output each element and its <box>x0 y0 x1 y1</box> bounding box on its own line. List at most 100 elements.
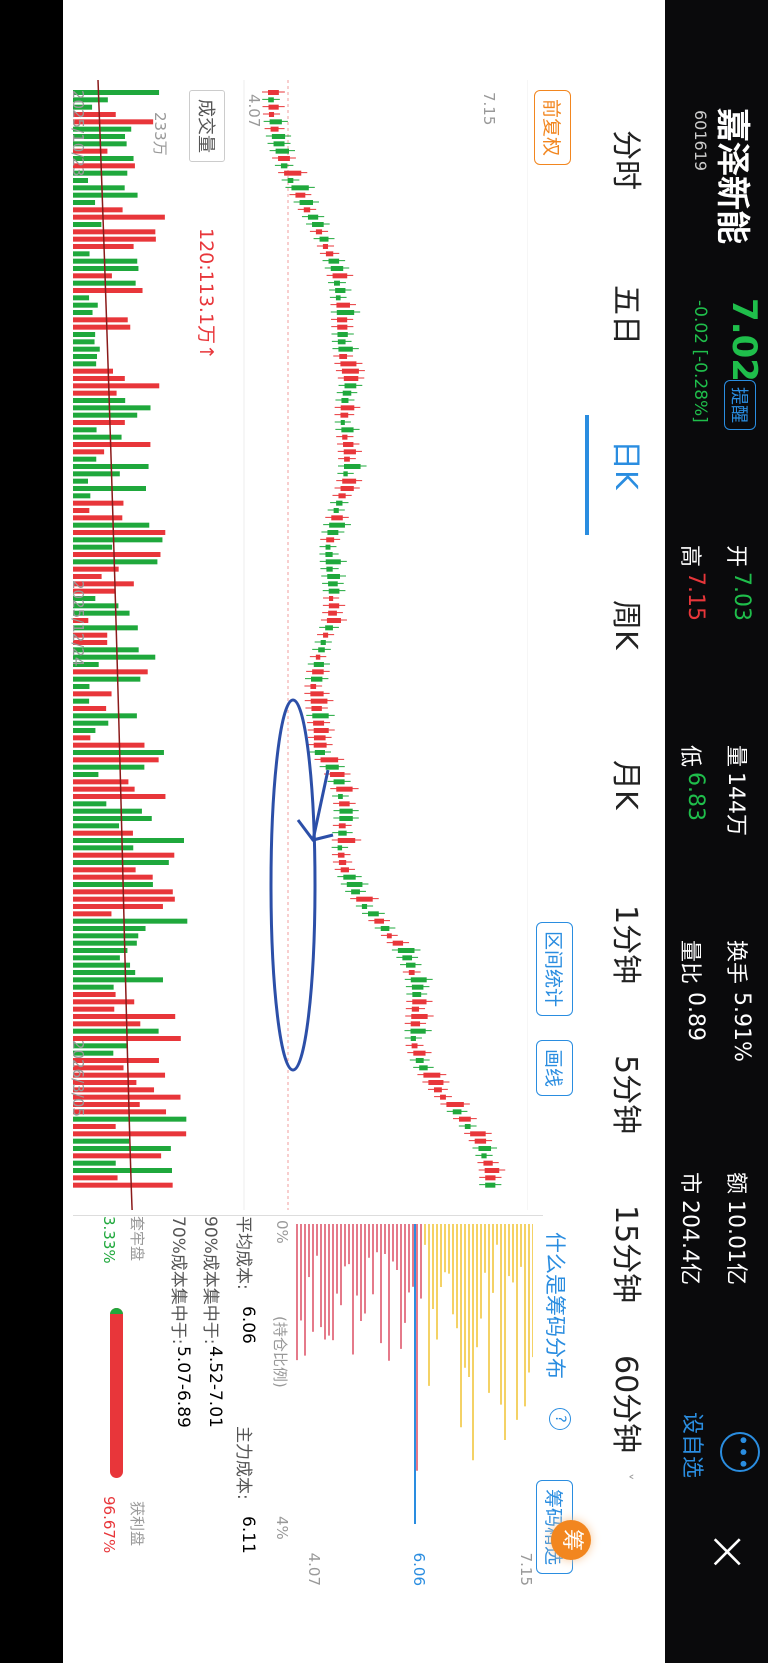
candle-body <box>313 735 326 741</box>
candle-body <box>328 581 338 587</box>
current-price: 7.02 <box>724 298 764 382</box>
candle-body <box>406 962 416 968</box>
volume-bar <box>73 772 99 777</box>
candle-body <box>270 126 279 132</box>
chip-distribution-panel: 7.15 6.06 4.07 0% (持仓比例) 4% 平均成本: 6.06 主… <box>73 1215 543 1586</box>
stat-market-cap-label: 市 <box>677 1172 702 1195</box>
c70-value: 5.07-6.89 <box>173 1346 193 1428</box>
volume-bar <box>73 1072 166 1078</box>
help-icon[interactable]: ? <box>549 1408 571 1430</box>
volume-bar <box>73 867 136 873</box>
candle-body <box>483 1160 493 1166</box>
candle-body <box>328 603 340 609</box>
candle-body <box>325 764 339 770</box>
volume-bar <box>73 434 122 440</box>
stat-market-cap-value: 204.4亿 <box>677 1200 702 1285</box>
c70-label: 70%成本集中于: <box>168 1216 188 1345</box>
candle-body <box>339 808 353 814</box>
candle-body <box>341 398 349 403</box>
candle-body <box>411 1014 428 1019</box>
candle-body <box>343 874 356 880</box>
range-stat-button[interactable]: 区间统计 <box>536 922 573 1017</box>
candle-body <box>481 1153 487 1159</box>
candle-body <box>341 368 359 374</box>
candle-body <box>342 434 348 440</box>
candle-body <box>343 471 348 477</box>
tab-monthly-k[interactable]: 月K <box>608 760 643 810</box>
candle-body <box>310 684 317 689</box>
volume-toggle-button[interactable]: 成交量 <box>189 90 225 162</box>
more-icon[interactable]: ••• <box>720 1432 760 1472</box>
chevron-down-icon[interactable]: ˅ <box>617 1473 635 1481</box>
candle-body <box>335 288 346 293</box>
volume-bar <box>73 126 132 132</box>
volume-bar <box>73 1028 159 1034</box>
adjust-button[interactable]: 前复权 <box>534 90 571 166</box>
candle-body <box>329 596 334 601</box>
chip-help-link[interactable]: 什么是筹码分布 <box>543 1232 567 1379</box>
volume-bar <box>73 486 146 491</box>
chip-price-top: 7.15 <box>517 1552 535 1586</box>
tab-weekly-k[interactable]: 周K <box>608 600 643 650</box>
tab-daily-k[interactable]: 日K <box>608 440 643 490</box>
candle-body <box>343 376 359 381</box>
volume-bar <box>73 522 150 528</box>
date-label-end: 2026/3/05 <box>69 1040 87 1117</box>
period-tabs: 分时 五日 日K 周K 月K 1分钟 5分钟 15分钟 60分钟 ˅ <box>582 0 665 1663</box>
watchlist-button[interactable]: 设自选 <box>679 1412 704 1479</box>
candle-body <box>339 816 353 821</box>
close-icon[interactable]: × <box>698 1530 758 1574</box>
candle-body <box>338 346 353 352</box>
stat-amount-value: 10.01亿 <box>723 1200 748 1285</box>
volume-bar <box>73 1043 128 1049</box>
candle-body <box>339 801 350 807</box>
volume-bar <box>73 654 156 660</box>
tab-15min[interactable]: 15分钟 <box>608 1205 643 1304</box>
candle-body <box>337 317 348 323</box>
candle-body <box>402 955 413 961</box>
tab-5min[interactable]: 5分钟 <box>608 1055 643 1135</box>
candlestick-chart[interactable] <box>243 80 528 1210</box>
volume-bar <box>73 647 139 653</box>
volume-bar <box>73 515 123 521</box>
candle-body <box>312 713 329 719</box>
volume-bar <box>73 412 138 418</box>
volume-bar <box>73 1138 130 1144</box>
volume-bar <box>73 1160 116 1166</box>
volume-bar <box>73 310 93 315</box>
tab-60min[interactable]: 60分钟 <box>608 1355 643 1454</box>
volume-bar <box>73 339 95 345</box>
candle-body <box>329 522 345 528</box>
tab-fenshi[interactable]: 分时 <box>608 130 643 190</box>
volume-bar <box>73 860 169 865</box>
candle-body <box>313 742 327 748</box>
candle-body <box>327 530 339 535</box>
candle-body <box>338 860 347 865</box>
stat-turnover-label: 换手 <box>723 940 748 985</box>
stat-volume-value: 144万 <box>723 772 748 836</box>
volume-bar <box>73 368 113 374</box>
tab-1min[interactable]: 1分钟 <box>608 905 643 985</box>
volume-chart[interactable] <box>73 80 193 1210</box>
home-indicator[interactable] <box>247 1641 521 1649</box>
candle-body <box>392 940 404 946</box>
candle-body <box>419 1065 428 1071</box>
candle-body <box>313 728 329 733</box>
candle-body <box>278 156 290 161</box>
volume-bar <box>73 588 116 594</box>
volume-bar <box>73 823 120 829</box>
tab-wuri[interactable]: 五日 <box>608 285 643 345</box>
candle-body <box>340 867 349 873</box>
candle-body <box>315 654 321 660</box>
volume-bar <box>73 324 131 330</box>
candle-body <box>413 1050 426 1056</box>
volume-bar <box>73 728 96 733</box>
volume-bar <box>73 698 90 704</box>
volume-bar <box>73 691 112 697</box>
chip-badge[interactable]: 筹 <box>551 1520 591 1560</box>
candle-body <box>338 493 346 499</box>
candle-body <box>411 984 424 990</box>
alert-button[interactable]: 提醒 <box>724 380 756 430</box>
volume-bar <box>73 786 135 792</box>
draw-line-button[interactable]: 画线 <box>536 1040 573 1097</box>
